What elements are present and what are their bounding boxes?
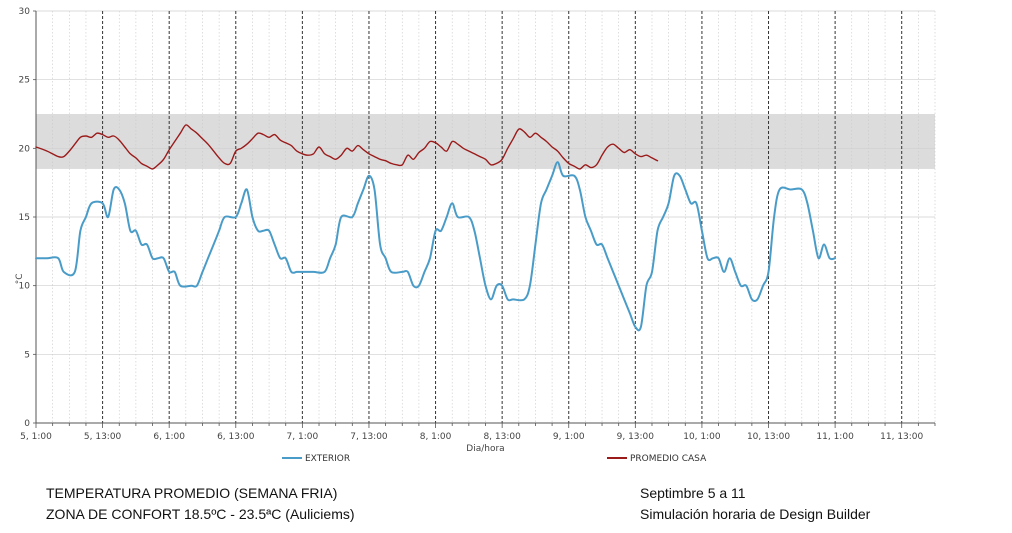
legend: EXTERIOR PROMEDIO CASA [282, 454, 707, 464]
x-tick-label: 10, 1:00 [683, 432, 721, 442]
caption-date-range: Septimbre 5 a 11 [640, 485, 746, 501]
label-layer: 0 5 10 15 20 25 30 5, 1:00 5, 13:00 6, 1:00 6, 13:… [15, 7, 924, 454]
x-tick-label: 6, 1:00 [153, 432, 185, 442]
x-tick-label: 8, 13:00 [483, 432, 521, 442]
y-tick-label: 5 [24, 350, 30, 360]
y-axis-label: °C [15, 273, 25, 284]
x-tick-label: 8, 1:00 [420, 432, 452, 442]
series-line-promedio-casa [35, 124, 659, 170]
y-tick-label: 0 [24, 419, 30, 429]
caption-comfort-zone: ZONA DE CONFORT 18.5ºC - 23.5ªC (Aulicie… [46, 506, 355, 522]
caption-source: Simulación horaria de Design Builder [640, 506, 871, 522]
caption-title: TEMPERATURA PROMEDIO (SEMANA FRIA) [46, 485, 338, 501]
caption-left: TEMPERATURA PROMEDIO (SEMANA FRIA) ZONA … [46, 483, 355, 525]
x-tick-label: 9, 1:00 [553, 432, 585, 442]
series-line-exterior [35, 161, 837, 332]
x-tick-label: 7, 1:00 [287, 432, 319, 442]
legend-label: EXTERIOR [305, 454, 350, 464]
caption-right: Septimbre 5 a 11 Simulación horaria de D… [640, 483, 870, 525]
x-tick-label: 10, 13:00 [747, 432, 790, 442]
y-tick-label: 15 [19, 213, 30, 223]
x-tick-label: 11, 1:00 [816, 432, 854, 442]
x-tick-label: 6, 13:00 [217, 432, 255, 442]
grid-layer [36, 10, 936, 423]
axis-layer [33, 10, 936, 428]
x-axis-label: Dia/hora [466, 444, 504, 454]
x-tick-label: 11, 13:00 [880, 432, 923, 442]
y-tick-label: 10 [19, 282, 31, 292]
series-layer [35, 124, 837, 332]
y-tick-label: 20 [19, 144, 31, 154]
temperature-chart: 0 5 10 15 20 25 30 5, 1:00 5, 13:00 6, 1:00 6, 13:… [15, 7, 936, 464]
y-tick-label: 25 [19, 76, 30, 86]
x-tick-label: 7, 13:00 [350, 432, 388, 442]
y-tick-label: 30 [19, 7, 31, 17]
x-tick-label: 9, 13:00 [617, 432, 655, 442]
x-tick-label: 5, 13:00 [84, 432, 122, 442]
x-tick-label: 5, 1:00 [20, 432, 52, 442]
legend-label: PROMEDIO CASA [630, 454, 707, 464]
